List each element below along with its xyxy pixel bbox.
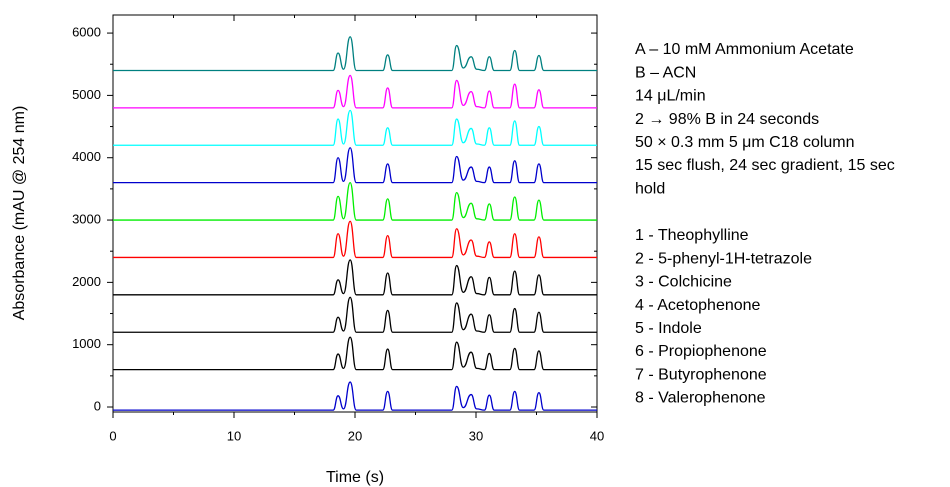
compound-label: 6 - Propiophenone bbox=[635, 343, 767, 360]
y-tick-label: 5000 bbox=[72, 87, 101, 102]
x-tick-label: 10 bbox=[227, 428, 241, 443]
annotation: B – ACN bbox=[635, 64, 696, 81]
y-axis-title: Absorbance (mAU @ 254 nm) bbox=[11, 106, 28, 321]
trace bbox=[112, 74, 597, 109]
trace bbox=[113, 181, 597, 221]
compound-label: 1 - Theophylline bbox=[635, 227, 749, 244]
trace bbox=[112, 381, 597, 411]
y-tick-label: 3000 bbox=[72, 211, 101, 226]
trace bbox=[112, 259, 597, 296]
annotation: 50 × 0.3 mm 5 μm C18 column bbox=[635, 134, 855, 151]
trace bbox=[113, 147, 597, 184]
annotation: 14 μL/min bbox=[635, 88, 706, 105]
x-tick-label: 20 bbox=[348, 428, 362, 443]
compound-label: 2 - 5-phenyl-1H-tetrazole bbox=[635, 250, 812, 267]
annotation: 15 sec flush, 24 sec gradient, 15 sec bbox=[635, 157, 895, 174]
annotation: 2 → 98% B in 24 seconds bbox=[635, 111, 819, 128]
compound-label: 7 - Butyrophenone bbox=[635, 366, 767, 383]
x-tick-label: 40 bbox=[590, 428, 604, 443]
trace bbox=[113, 296, 597, 333]
y-tick-label: 4000 bbox=[72, 149, 101, 164]
annotation: A – 10 mM Ammonium Acetate bbox=[635, 41, 854, 58]
y-tick-label: 1000 bbox=[72, 336, 101, 351]
trace bbox=[113, 36, 597, 72]
y-tick-label: 6000 bbox=[72, 25, 101, 40]
y-tick-label: 0 bbox=[94, 398, 101, 413]
x-tick-label: 0 bbox=[109, 428, 116, 443]
compound-label: 3 - Colchicine bbox=[635, 274, 732, 291]
compound-label: 5 - Indole bbox=[635, 320, 702, 337]
trace bbox=[113, 336, 597, 371]
trace bbox=[112, 220, 597, 259]
annotation: hold bbox=[635, 180, 665, 197]
y-tick-label: 2000 bbox=[72, 274, 101, 289]
compound-label: 4 - Acetophenone bbox=[635, 297, 761, 314]
compound-label: 8 - Valerophenone bbox=[635, 390, 766, 407]
plot-frame bbox=[112, 14, 598, 413]
x-axis-title: Time (s) bbox=[326, 469, 384, 486]
x-tick-label: 30 bbox=[469, 428, 483, 443]
trace bbox=[113, 109, 597, 146]
